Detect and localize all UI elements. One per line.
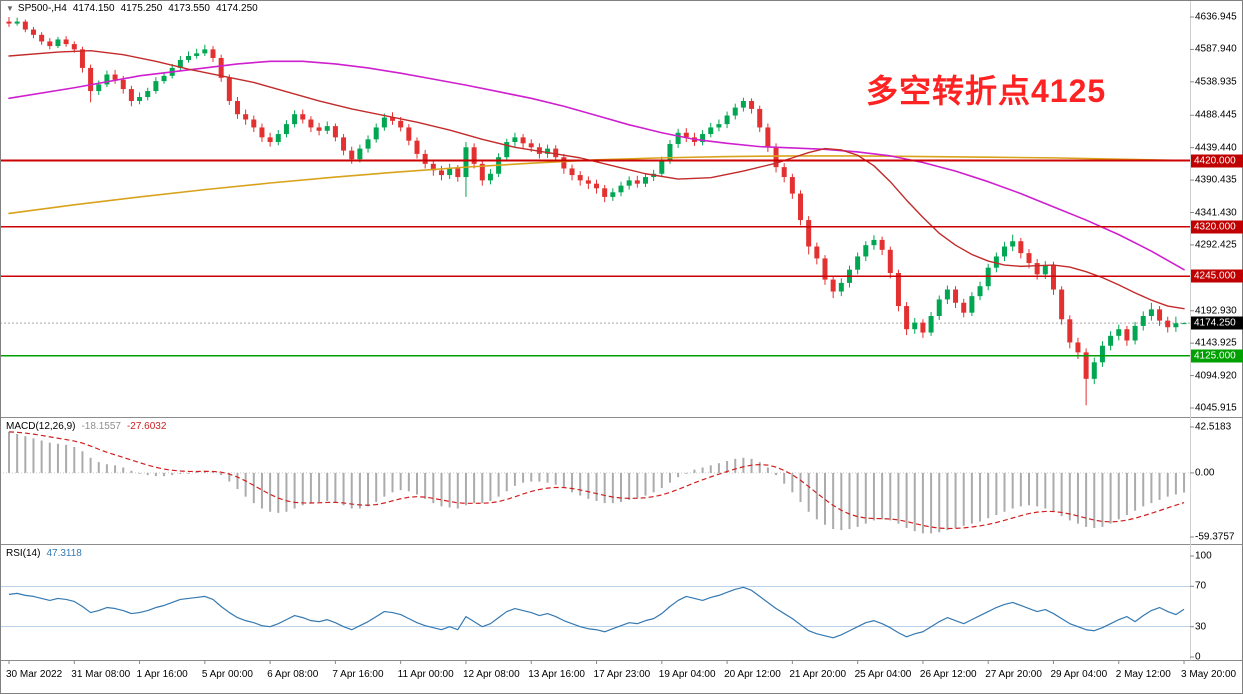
time-axis-label: 3 May 20:00	[1181, 669, 1237, 680]
resistance-line-tag[interactable]: 4420.000	[1191, 154, 1243, 168]
time-axis-label: 25 Apr 04:00	[854, 669, 912, 680]
time-axis-label: 13 Apr 16:00	[528, 669, 585, 680]
price-axis-label: 4439.440	[1195, 142, 1237, 154]
price-axis-label: 4094.920	[1195, 370, 1237, 382]
resistance-line-tag[interactable]: 4245.000	[1191, 269, 1243, 283]
price-axis-label: 4143.925	[1195, 337, 1237, 349]
time-axis-label: 31 Mar 08:00	[71, 669, 131, 680]
symbol-dropdown-icon[interactable]: ▼	[6, 4, 14, 13]
rsi-scale-label: 0	[1195, 651, 1201, 663]
time-axis-label: 7 Apr 16:00	[332, 669, 384, 680]
rsi-indicator-header: RSI(14) 47.3118	[6, 548, 82, 559]
price-axis-label: 4587.940	[1195, 43, 1237, 55]
price-axis-label: 4045.915	[1195, 402, 1237, 414]
macd-scale-label: 0.00	[1195, 467, 1215, 479]
current-price-tag: 4174.250	[1191, 316, 1243, 330]
price-axis-label: 4341.430	[1195, 207, 1237, 218]
time-axis-label: 26 Apr 12:00	[919, 669, 977, 680]
time-axis-label: 29 Apr 04:00	[1050, 669, 1108, 680]
price-axis-label: 4192.930	[1195, 305, 1237, 317]
macd-indicator-header: MACD(12,26,9) -18.1557 -27.6032	[6, 421, 166, 432]
macd-signal-value: -27.6032	[126, 421, 167, 432]
macd-value: -18.1557	[81, 421, 121, 432]
macd-scale-label: 42.5183	[1195, 421, 1232, 433]
time-axis-label: 20 Apr 12:00	[724, 669, 781, 680]
support-line-tag[interactable]: 4125.000	[1191, 349, 1243, 363]
time-axis-label: 27 Apr 20:00	[985, 669, 1042, 680]
price-axis-label: 4488.445	[1195, 109, 1237, 121]
time-axis-label: 21 Apr 20:00	[789, 669, 847, 680]
header-high: 4175.250	[120, 3, 163, 14]
time-axis-label: 11 Apr 00:00	[397, 669, 454, 680]
chart-text-annotation: 多空转折点4125	[866, 73, 1107, 109]
rsi-scale-label: 100	[1195, 550, 1212, 562]
time-axis-label: 2 May 12:00	[1115, 669, 1171, 680]
time-axis-label: 12 Apr 08:00	[462, 669, 520, 680]
header-open: 4174.150	[72, 3, 115, 14]
price-axis-label: 4292.425	[1195, 239, 1237, 251]
rsi-label: RSI(14)	[6, 548, 41, 559]
time-axis-label: 19 Apr 04:00	[658, 669, 716, 680]
time-axis-label: 5 Apr 00:00	[201, 669, 253, 680]
header-symbol: SP500-,H4	[17, 3, 67, 14]
rsi-value: 47.3118	[46, 548, 82, 559]
rsi-scale-label: 70	[1195, 580, 1207, 592]
time-axis-label: 30 Mar 2022	[6, 669, 63, 680]
rsi-scale-label: 30	[1195, 621, 1207, 633]
macd-scale-label: -59.3757	[1195, 531, 1235, 543]
time-axis-label: 17 Apr 23:00	[593, 669, 651, 680]
price-axis-label: 4636.945	[1195, 11, 1237, 23]
time-axis-label: 1 Apr 16:00	[136, 669, 188, 680]
price-axis-label: 4538.935	[1195, 76, 1237, 88]
time-axis-label: 6 Apr 08:00	[267, 669, 319, 680]
price-axis-label: 4390.435	[1195, 174, 1237, 186]
macd-label: MACD(12,26,9)	[6, 421, 76, 432]
chart-ohlc-header: ▼ SP500-,H4 4174.150 4175.250 4173.550 4174.2…	[6, 3, 264, 14]
resistance-line-tag[interactable]: 4320.000	[1191, 220, 1243, 234]
header-low: 4173.550	[168, 3, 210, 14]
header-close: 4174.250	[216, 3, 258, 14]
